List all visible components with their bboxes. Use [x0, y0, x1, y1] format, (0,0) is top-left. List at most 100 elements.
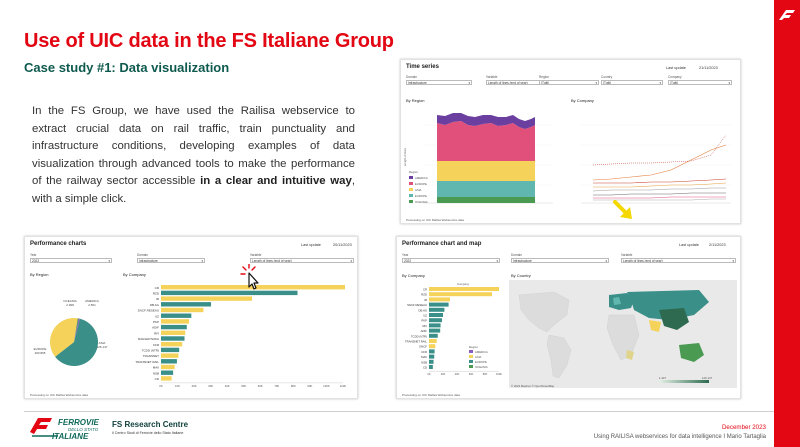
x-tick-label: 0K [427, 372, 430, 376]
ferrovie-logo: FERROVIE DELLO STATO ITALIANE [30, 418, 100, 441]
bar-label: TCDD (NTR) [142, 349, 159, 353]
performance-map-filter-dropdown[interactable]: 2022 ▾ [402, 258, 500, 263]
bar[interactable] [429, 292, 492, 297]
bar[interactable] [429, 365, 433, 369]
x-tick-label: 0K [159, 384, 163, 388]
pie-slice[interactable] [74, 318, 79, 342]
time-series-filter-dropdown[interactable]: (Tutti) ▾ [601, 80, 663, 85]
performance-charts-last-update-label: Last update [301, 243, 321, 247]
performance-map-filter-label: Domain [511, 253, 522, 257]
brand-subtitle: Il Centro Studi di Ferrovie dello Stato … [112, 431, 184, 435]
time-series-filter-value: Length of lines (end of year) [488, 81, 528, 85]
bar[interactable] [429, 313, 443, 317]
pie-slice-value: 200.865 [35, 351, 46, 355]
bar[interactable] [161, 330, 186, 335]
performance-charts-filter-dropdown[interactable]: 2022 ▾ [30, 258, 112, 263]
legend-label: EUROPE [475, 359, 487, 364]
performance-charts-filter-dropdown[interactable]: Length of lines (end of year) ▾ [250, 258, 354, 263]
slide-title: Use of UIC data in the FS Italiane Group [24, 30, 394, 52]
legend-label: OCEANIA [415, 199, 428, 204]
bar-label: RFI [422, 324, 427, 328]
bar[interactable] [161, 359, 177, 364]
performance-charts-by-company: By Company [123, 272, 146, 277]
performance-charts-footer: Processing on UIC Railisa Webservice dat… [30, 393, 88, 397]
svg-text:DELLO STATO: DELLO STATO [68, 427, 99, 432]
bar-label: CR [155, 286, 160, 290]
bar[interactable] [429, 323, 441, 328]
performance-charts-last-update: 20/11/2023 [333, 243, 352, 247]
performance-map-scale-min: 1.437 [659, 376, 666, 380]
bar[interactable] [161, 342, 183, 347]
footer-note: Using RAILISA webservices for data intel… [593, 434, 766, 440]
bar[interactable] [429, 318, 442, 323]
pie-slice-value: 126.147 [97, 345, 108, 349]
highlight-arrow-icon [613, 200, 632, 219]
presentation-date: December 2023 [721, 424, 766, 431]
time-series-filter-dropdown[interactable]: (Tutti) ▾ [668, 80, 732, 85]
performance-map-filter-label: Year [402, 253, 409, 257]
bar-label: ONCF [419, 345, 427, 349]
time-series-filter-value: (Tutti) [541, 81, 550, 85]
legend-swatch [409, 200, 413, 203]
body-text: In the FS Group, we have used the Railis… [32, 103, 355, 208]
time-series-filter-dropdown[interactable]: (Tutti) ▾ [539, 80, 599, 85]
click-cursor-icon [240, 264, 259, 290]
performance-map-last-update-label: Last update [679, 243, 699, 247]
bar[interactable] [161, 353, 179, 358]
bar-label: NSB [421, 360, 427, 364]
pie-slice[interactable] [74, 318, 80, 342]
performance-map-filter-value: Length of lines (end of year) [623, 259, 663, 263]
pie-slice[interactable] [55, 318, 98, 366]
bar[interactable] [429, 307, 445, 312]
bar[interactable] [161, 319, 190, 324]
pie-slice-label: ASIA [99, 341, 106, 345]
x-tick-label: 100K [496, 372, 502, 376]
bar[interactable] [161, 290, 298, 296]
bar[interactable] [429, 359, 434, 364]
bar[interactable] [429, 297, 450, 302]
body-intro: In the FS Group, we have used the Railis… [32, 105, 355, 187]
performance-map-filter-value: 2022 [404, 259, 412, 263]
legend-swatch [469, 365, 473, 368]
bar[interactable] [429, 344, 436, 349]
performance-map-filter-dropdown[interactable]: Infrastructure ▾ [511, 258, 609, 263]
time-series-filter-dropdown[interactable]: Infrastructure ▾ [406, 80, 472, 85]
performance-charts-filter-dropdown[interactable]: Infrastructure ▾ [137, 258, 205, 263]
chevron-down-icon: ▾ [659, 81, 661, 85]
bar[interactable] [429, 354, 435, 359]
bar[interactable] [161, 302, 212, 307]
performance-map-filter-dropdown[interactable]: Length of lines (end of year) ▾ [621, 258, 736, 263]
bar[interactable] [161, 336, 185, 341]
bar[interactable] [429, 302, 449, 307]
performance-map-footer: Processing on UIC Railisa Webservice dat… [402, 393, 460, 397]
chevron-down-icon: ▾ [732, 259, 734, 263]
bar[interactable] [429, 339, 437, 343]
performance-charts-filter-value: 2022 [32, 259, 40, 263]
x-tick-label: 10K [175, 384, 180, 388]
bar[interactable] [429, 328, 441, 333]
bar[interactable] [429, 349, 435, 354]
bar[interactable] [161, 296, 252, 301]
performance-map-legend-title: Region [469, 345, 478, 349]
pie-slice-label: EUROPE [34, 347, 47, 351]
bar[interactable] [161, 370, 174, 375]
time-series-filter-label: Region [539, 75, 550, 79]
bar[interactable] [161, 313, 192, 318]
bar[interactable] [161, 324, 187, 330]
bar[interactable] [429, 333, 438, 338]
bar[interactable] [161, 307, 204, 313]
body-bold: in a clear and intuitive way [200, 175, 352, 187]
bar[interactable] [161, 347, 180, 353]
legend-label: EUROPE [415, 193, 427, 198]
performance-map-scale-max: 126.147 [702, 376, 713, 380]
bar[interactable] [429, 287, 499, 291]
x-tick-label: 60K [258, 384, 263, 388]
chevron-down-icon: ▾ [605, 259, 607, 263]
legend-label: AMERICA [475, 349, 488, 354]
bar[interactable] [161, 376, 172, 381]
bar[interactable] [161, 364, 175, 370]
pie-slice[interactable] [50, 318, 78, 357]
bar-label: MAV [153, 366, 159, 370]
